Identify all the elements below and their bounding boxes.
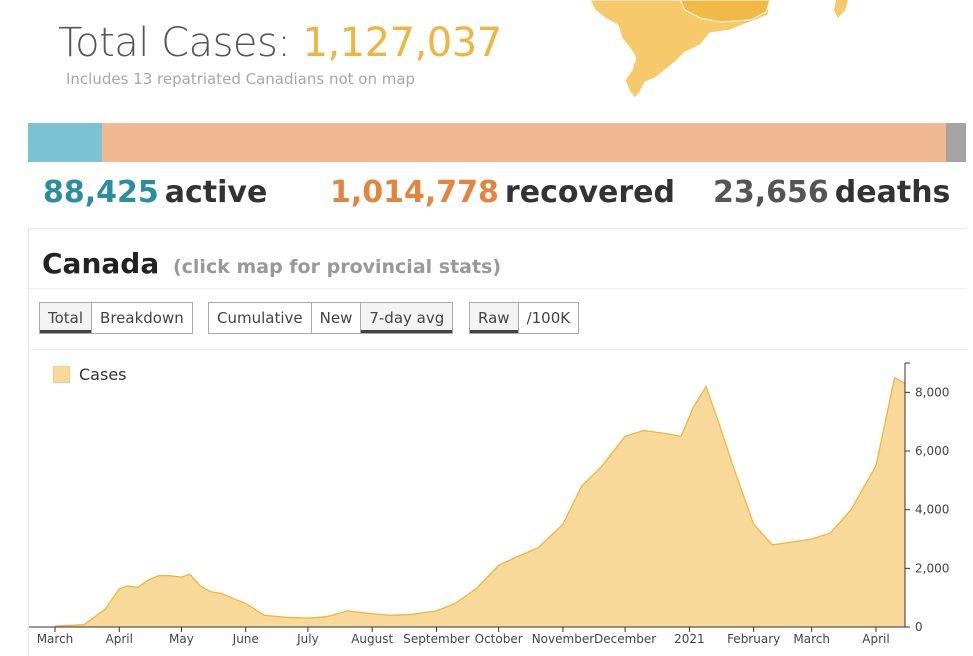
view-mode-group: Total Breakdown — [39, 302, 193, 334]
region-name: Canada — [42, 247, 160, 280]
active-label: active — [164, 175, 268, 210]
x-tick-label: July — [296, 632, 319, 646]
total-cases-number: 1,127,037 — [302, 20, 503, 66]
x-tick-label: March — [793, 632, 830, 646]
canada-panel: Canada (click map for provincial stats) … — [28, 228, 966, 656]
total-cases-title: Total Cases: 1,127,037 — [58, 20, 502, 66]
active-count: 88,425 — [43, 175, 159, 210]
map-quebec-shape — [679, 0, 771, 23]
status-bar-deaths — [946, 123, 966, 162]
map-island-shape — [834, 0, 848, 18]
y-tick-label: 2,000 — [915, 561, 949, 575]
x-tick-label: May — [169, 632, 194, 646]
seven-day-avg-button[interactable]: 7-day avg — [360, 303, 453, 333]
x-tick-label: June — [232, 632, 259, 646]
x-tick-label: August — [351, 632, 393, 646]
recovered-stat: 1,014,778 recovered — [330, 175, 675, 210]
cases-line — [54, 376, 906, 627]
map-ontario-shape — [590, 0, 771, 99]
y-tick-label: 8,000 — [915, 385, 949, 399]
x-tick-label: December — [594, 632, 656, 646]
cases-chart-svg: March April May June July August September Octo… — [29, 362, 949, 646]
recovered-count: 1,014,778 — [330, 175, 499, 210]
x-tick-label: November — [532, 632, 594, 646]
stats-row: 88,425 active 1,014,778 recovered 23,656 de… — [0, 175, 973, 219]
cumulative-button[interactable]: Cumulative — [209, 303, 311, 333]
new-button[interactable]: New — [310, 303, 361, 333]
active-stat: 88,425 active — [43, 175, 267, 210]
chart-legend[interactable]: Cases — [53, 365, 127, 384]
panel-hint: (click map for provincial stats) — [172, 256, 502, 278]
recovered-label: recovered — [504, 175, 675, 210]
panel-title: Canada (click map for provincial stats) — [42, 247, 501, 280]
raw-button[interactable]: Raw — [470, 303, 518, 333]
deaths-stat: 23,656 deaths — [713, 175, 950, 210]
cases-area — [55, 377, 905, 627]
x-tick-label: October — [475, 632, 523, 646]
deaths-label: deaths — [834, 175, 951, 210]
y-tick-label: 6,000 — [915, 444, 949, 458]
legend-swatch-cases — [53, 366, 70, 383]
y-tick-label: 0 — [915, 620, 923, 634]
repatriated-note: Includes 13 repatriated Canadians not on… — [66, 70, 416, 88]
cases-chart[interactable]: March April May June July August September Octo… — [29, 351, 967, 656]
legend-label-cases: Cases — [79, 365, 127, 384]
x-tick-label: February — [727, 632, 780, 646]
chart-toolbar: Total Breakdown Cumulative New 7-day avg… — [29, 290, 966, 350]
status-bar-active — [28, 123, 102, 162]
x-tick-label: September — [403, 632, 469, 646]
y-tick-label: 4,000 — [915, 503, 949, 517]
status-bar-recovered — [102, 123, 946, 162]
x-tick-label: 2021 — [674, 632, 705, 646]
deaths-count: 23,656 — [713, 175, 829, 210]
aggregation-group: Cumulative New 7-day avg — [208, 302, 454, 334]
case-status-bar — [28, 123, 966, 162]
breakdown-button[interactable]: Breakdown — [91, 303, 192, 333]
x-tick-label: April — [106, 632, 133, 646]
panel-header: Canada (click map for provincial stats) — [29, 229, 966, 289]
x-tick-label: March — [37, 632, 74, 646]
map-fragment[interactable] — [590, 0, 860, 100]
total-button[interactable]: Total — [40, 303, 92, 333]
scale-group: Raw /100K — [469, 302, 580, 334]
x-tick-label: April — [862, 632, 889, 646]
per-100k-button[interactable]: /100K — [517, 303, 579, 333]
total-cases-prefix: Total Cases: — [58, 20, 303, 66]
